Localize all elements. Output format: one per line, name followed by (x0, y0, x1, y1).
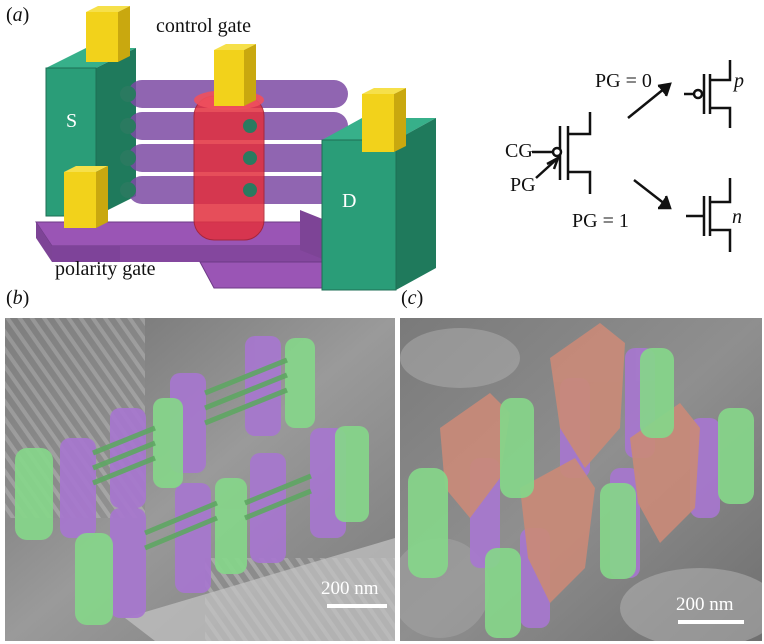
device-illustration (35, 6, 436, 291)
drain-label: D (342, 190, 357, 212)
n-transistor-symbol (686, 178, 732, 252)
sem-b-scalebar-label: 200 nm (321, 578, 379, 599)
sem-image-b: 200 nm (5, 318, 395, 641)
source-pad (86, 6, 130, 62)
circuit-pg1-label: PG = 1 (572, 210, 629, 232)
sem-image-c: 200 nm (400, 318, 762, 641)
p-transistor-symbol (684, 60, 732, 128)
sem-b-structures (15, 336, 369, 625)
control-gate-label: control gate (156, 15, 251, 37)
sem-b-scalebar (327, 604, 387, 608)
panel-c-letter: c (407, 287, 417, 309)
polarity-gate-pad (64, 166, 108, 228)
pg0-arrow (627, 82, 672, 119)
circuit-n-label: n (732, 206, 742, 228)
drain-pad (362, 88, 406, 152)
sem-c-structures (408, 323, 754, 638)
circuit-p-label: p (734, 70, 744, 92)
ambipolar-transistor-symbol (532, 112, 592, 194)
panel-a-letter: a (12, 4, 23, 26)
source-label: S (66, 110, 78, 132)
polarity-gate-label: polarity gate (55, 258, 156, 280)
panel-label-a: (a) (6, 4, 30, 26)
panel-b-letter: b (12, 287, 23, 309)
sem-c-scalebar-label: 200 nm (676, 594, 734, 615)
circuit-schematic (532, 60, 732, 252)
circuit-pg-label: PG (510, 174, 536, 196)
circuit-cg-label: CG (505, 140, 533, 162)
pg1-arrow (633, 179, 672, 210)
panel-label-c: (c) (401, 287, 424, 309)
sem-c-scalebar (678, 620, 744, 624)
panel-label-b: (b) (6, 287, 30, 309)
control-gate-shape (193, 90, 265, 241)
circuit-pg0-label: PG = 0 (595, 70, 652, 92)
control-gate-pad (214, 44, 256, 106)
